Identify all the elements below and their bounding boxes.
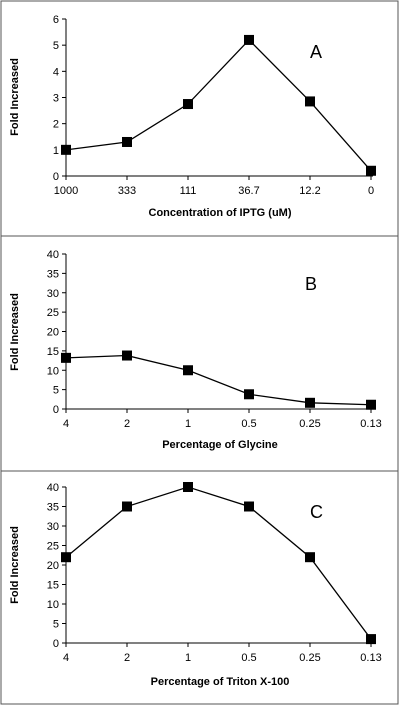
y-tick-label: 40 [47, 249, 59, 261]
data-point [122, 350, 132, 361]
y-axis-label: Fold Increased [9, 526, 21, 604]
y-tick-label: 15 [47, 346, 59, 358]
data-point [61, 552, 71, 563]
series-line [65, 354, 372, 406]
panel-a-frame [0, 0, 399, 237]
y-tick-label: 1 [53, 145, 59, 157]
data-point [244, 389, 254, 400]
x-tick-label: 0.13 [360, 652, 381, 664]
x-tick-label: 0.13 [360, 418, 381, 430]
y-axis-label: Fold Increased [9, 58, 21, 136]
x-tick-label: 0.25 [299, 652, 320, 664]
x-tick-label: 333 [118, 185, 136, 197]
y-tick-label: 2 [53, 119, 59, 131]
y-tick-label: 35 [47, 502, 59, 514]
data-point [366, 399, 376, 410]
panel-b-frame [0, 235, 399, 472]
x-axis-label: Percentage of Triton X-100 [151, 676, 290, 688]
x-tick-label: 4 [63, 418, 69, 430]
y-tick-label: 40 [47, 482, 59, 494]
x-tick-label: 12.2 [299, 185, 320, 197]
y-tick-label: 0 [53, 171, 59, 183]
x-tick-label: 1000 [54, 185, 78, 197]
y-tick-label: 10 [47, 365, 59, 377]
x-tick-label: 0.25 [299, 418, 320, 430]
y-tick-label: 35 [47, 268, 59, 280]
x-tick-label: 2 [124, 418, 130, 430]
x-tick-label: 36.7 [238, 185, 259, 197]
data-point [61, 352, 71, 363]
series-line [65, 486, 372, 640]
x-tick-label: 1 [185, 652, 191, 664]
y-tick-label: 10 [47, 599, 59, 611]
panel-label: B [305, 274, 317, 294]
y-tick-label: 20 [47, 327, 59, 339]
y-tick-label: 6 [53, 14, 59, 26]
y-tick-label: 0 [53, 404, 59, 416]
y-tick-label: 5 [53, 619, 59, 631]
data-point [183, 482, 193, 492]
panel-c: 0 5 10 15 20 25 30 35 40 4 2 1 0.5 0.25 0.13 C Percen… [9, 482, 382, 688]
data-point [305, 397, 315, 408]
data-point [305, 552, 315, 563]
data-point [183, 99, 193, 110]
data-point [183, 365, 193, 376]
x-tick-label: 2 [124, 652, 130, 664]
x-tick-label: 0 [368, 185, 374, 197]
panel-label: A [310, 42, 322, 62]
panel-b: 0 5 10 15 20 25 30 35 40 4 2 1 0.5 0.25 0.13 B Percen… [9, 249, 382, 451]
series-line [65, 39, 372, 172]
data-point [122, 501, 132, 512]
panel-a: 0 1 2 3 4 5 6 1000 333 111 36.7 12.2 0 A Concentrat… [9, 14, 376, 219]
data-point [61, 144, 71, 155]
y-tick-label: 3 [53, 93, 59, 105]
y-tick-label: 5 [53, 385, 59, 397]
y-tick-label: 15 [47, 580, 59, 592]
y-tick-label: 25 [47, 541, 59, 553]
data-point [244, 34, 254, 45]
x-tick-label: 4 [63, 652, 69, 664]
x-tick-label: 111 [180, 185, 197, 197]
x-tick-label: 0.5 [241, 652, 256, 664]
panel-c-frame [0, 470, 399, 705]
y-tick-label: 20 [47, 560, 59, 572]
panel-label: C [310, 502, 323, 522]
y-tick-label: 4 [53, 66, 59, 78]
y-tick-label: 25 [47, 307, 59, 319]
data-point [305, 96, 315, 107]
x-axis-label: Percentage of Glycine [162, 439, 278, 451]
y-tick-label: 30 [47, 521, 59, 533]
x-tick-label: 1 [185, 418, 191, 430]
y-axis-label: Fold Increased [9, 293, 21, 371]
data-point [244, 501, 254, 512]
y-tick-label: 30 [47, 288, 59, 300]
x-tick-label: 0.5 [241, 418, 256, 430]
y-tick-label: 5 [53, 40, 59, 52]
data-point [122, 136, 132, 147]
data-point [366, 634, 376, 645]
x-axis-label: Concentration of IPTG (uM) [149, 207, 292, 219]
data-point [366, 165, 376, 176]
y-tick-label: 0 [53, 638, 59, 650]
